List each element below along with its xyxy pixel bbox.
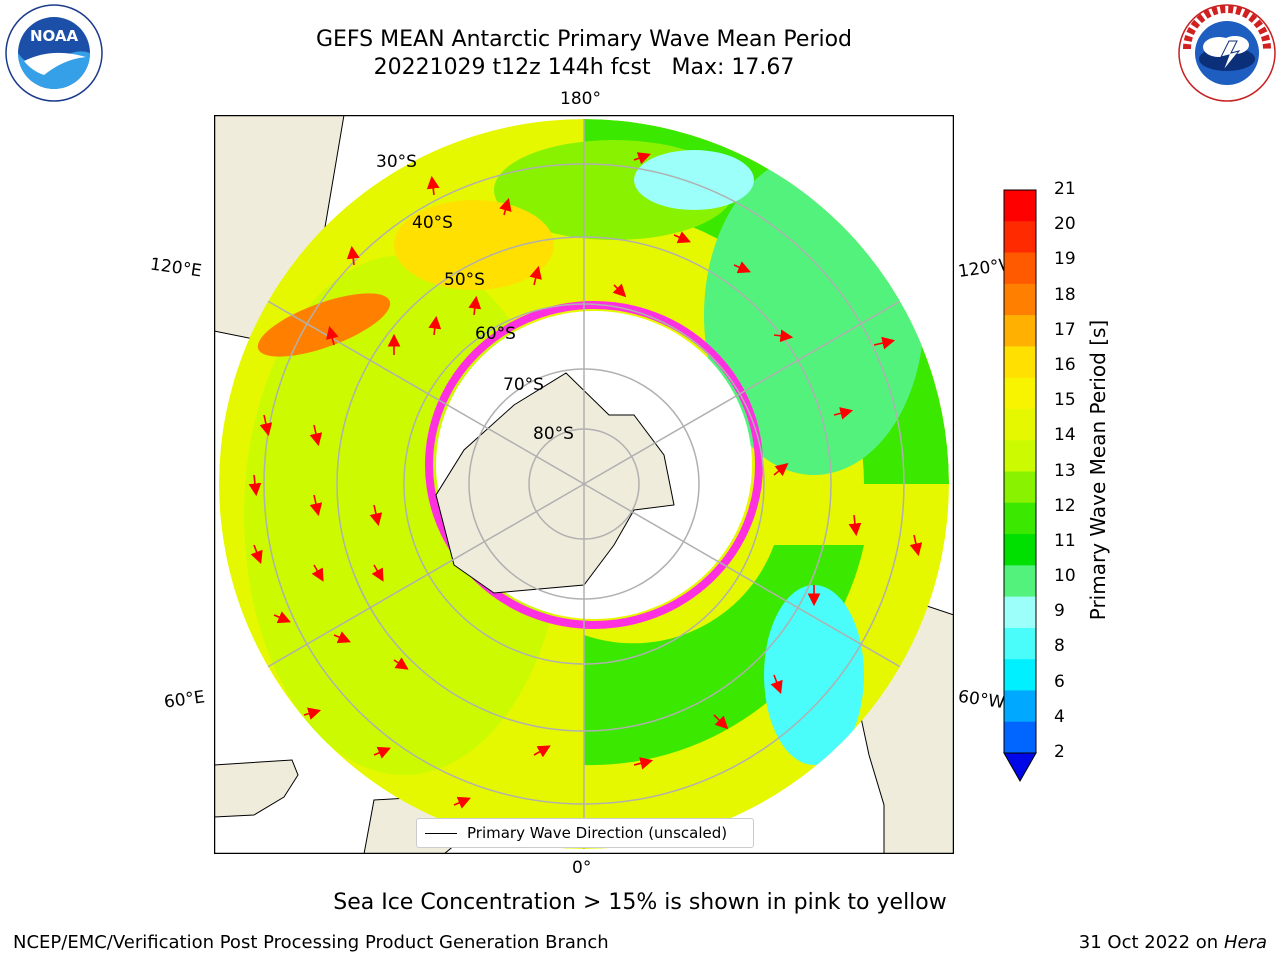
colorbar-tick-label: 19 — [1054, 249, 1076, 270]
meridian-label-0: 0° — [572, 858, 592, 878]
legend-label: Primary Wave Direction (unscaled) — [467, 824, 728, 842]
colorbar-tick-label: 13 — [1054, 460, 1076, 481]
colorbar-tick-label: 11 — [1054, 530, 1076, 551]
colorbar-segment — [1004, 534, 1036, 566]
footer-date-text: 31 Oct 2022 on — [1078, 932, 1224, 953]
colorbar-tick-label: 9 — [1054, 601, 1065, 622]
colorbar-segment — [1004, 252, 1036, 285]
footer-machine: Hera — [1223, 932, 1267, 953]
colorbar-extend-triangle — [1003, 752, 1037, 783]
wave-direction-arrows — [248, 152, 923, 809]
colorbar-tick-label: 21 — [1054, 179, 1076, 199]
latitude-label-40s: 40°S — [412, 213, 453, 233]
colorbar-segment — [1004, 221, 1036, 254]
colorbar-segment — [1004, 565, 1036, 598]
colorbar-tick-label: 2 — [1054, 742, 1065, 762]
colorbar-segment — [1004, 346, 1036, 379]
colorbar-tick-label: 17 — [1054, 319, 1076, 340]
colorbar-segment — [1004, 627, 1036, 660]
colorbar-segment — [1004, 190, 1036, 222]
colorbar-tick-label: 10 — [1054, 566, 1076, 587]
colorbar-tick-label: 18 — [1054, 284, 1076, 305]
colorbar-segment — [1004, 377, 1036, 410]
colorbar-tick-label: 8 — [1054, 636, 1065, 657]
colorbar-tick-label: 15 — [1054, 390, 1076, 411]
map-area — [214, 115, 954, 854]
southern-africa-landmass — [214, 759, 299, 818]
colorbar-label: Primary Wave Mean Period [s] — [1086, 319, 1110, 621]
meridian-label-60e: 60°E — [162, 687, 207, 713]
sea-ice-note: Sea Ice Concentration > 15% is shown in … — [333, 890, 947, 915]
noaa-logo: NOAA — [5, 4, 103, 102]
latitude-label-50s: 50°S — [444, 270, 485, 290]
colorbar-segment — [1004, 690, 1036, 723]
colorbar-segment — [1004, 659, 1036, 691]
colorbar — [1003, 189, 1037, 783]
antarctica-landmass — [435, 372, 675, 594]
colorbar-segment — [1004, 596, 1036, 629]
meridian-label-60w: 60°W — [956, 686, 1007, 714]
map-legend: Primary Wave Direction (unscaled) — [416, 818, 754, 848]
colorbar-tick-label: 14 — [1054, 425, 1076, 446]
legend-line-swatch — [425, 832, 457, 834]
colorbar-tick-label: 6 — [1054, 671, 1065, 692]
colorbar-segment — [1004, 440, 1036, 472]
colorbar-segment — [1004, 408, 1036, 441]
graticule — [219, 119, 949, 849]
colorbar-segment — [1004, 471, 1036, 504]
colorbar-tick-label: 12 — [1054, 495, 1076, 516]
chart-subtitle: 20221029 t12z 144h fcst Max: 17.67 — [373, 55, 795, 80]
latitude-label-70s: 70°S — [503, 375, 544, 395]
colorbar-tick-label: 16 — [1054, 354, 1076, 375]
meridian-label-120e: 120°E — [148, 254, 203, 282]
footer-date: 31 Oct 2022 on Hera — [1079, 932, 1267, 953]
latitude-label-60s: 60°S — [475, 324, 516, 344]
latitude-label-80s: 80°S — [533, 424, 574, 444]
noaa-logo-text: NOAA — [30, 27, 79, 45]
nws-logo — [1178, 4, 1276, 102]
colorbar-tick-label: 20 — [1054, 214, 1076, 235]
colorbar-tick-label: 4 — [1054, 706, 1065, 727]
colorbar-segment — [1004, 502, 1036, 535]
colorbar-segment — [1004, 315, 1036, 347]
footer-credit: NCEP/EMC/Verification Post Processing Pr… — [13, 932, 609, 953]
latitude-label-30s: 30°S — [376, 152, 417, 172]
meridian-label-180: 180° — [560, 89, 601, 109]
colorbar-segment — [1004, 721, 1036, 754]
chart-title: GEFS MEAN Antarctic Primary Wave Mean Pe… — [315, 27, 853, 52]
colorbar-segment — [1004, 283, 1036, 316]
